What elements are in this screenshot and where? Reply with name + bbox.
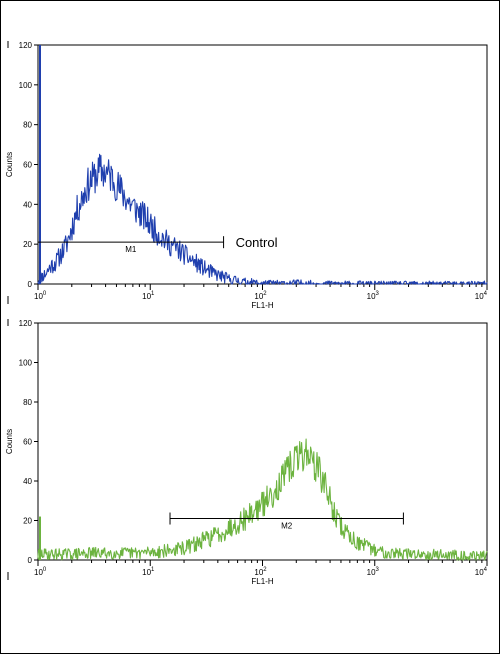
x-tick-label: 102 xyxy=(254,291,267,301)
x-tick-label: 102 xyxy=(254,567,267,577)
x-tick-label: 100 xyxy=(34,291,47,301)
x-tick-label: 104 xyxy=(475,567,488,577)
x-tick-exponent: 2 xyxy=(263,567,267,573)
gate-label: M2 xyxy=(281,522,293,531)
x-tick-label: 100 xyxy=(34,567,47,577)
y-tick-label: 0 xyxy=(28,556,33,565)
x-tick-base: 10 xyxy=(475,292,484,301)
y-tick-label: 40 xyxy=(23,200,32,209)
histogram-trace xyxy=(37,153,488,285)
x-tick-base: 10 xyxy=(34,568,43,577)
x-tick-exponent: 0 xyxy=(43,567,47,573)
x-tick-label: 103 xyxy=(367,567,380,577)
x-tick-label: 104 xyxy=(475,291,488,301)
gate-label: M1 xyxy=(125,245,137,254)
x-tick-exponent: 3 xyxy=(376,567,380,573)
x-axis-title: FL1-H xyxy=(251,577,273,586)
x-tick-base: 10 xyxy=(475,568,484,577)
x-tick-base: 10 xyxy=(254,292,263,301)
y-tick-label: 60 xyxy=(23,438,32,447)
y-tick-label: 100 xyxy=(19,359,33,368)
x-tick-exponent: 1 xyxy=(151,291,155,297)
x-tick-base: 10 xyxy=(142,568,151,577)
y-tick-label: 100 xyxy=(19,81,33,90)
y-tick-label: 40 xyxy=(23,477,32,486)
x-tick-label: 101 xyxy=(142,567,155,577)
x-tick-exponent: 4 xyxy=(484,291,488,297)
x-tick-exponent: 1 xyxy=(151,567,155,573)
x-tick-label: 103 xyxy=(367,291,380,301)
y-tick-label: 20 xyxy=(23,240,32,249)
x-tick-base: 10 xyxy=(142,292,151,301)
y-axis-title: Counts xyxy=(5,152,14,177)
x-tick-exponent: 2 xyxy=(263,291,267,297)
y-axis-title: Counts xyxy=(5,429,14,454)
x-tick-base: 10 xyxy=(254,568,263,577)
control-annotation: Control xyxy=(236,235,278,250)
plot-area-frame xyxy=(37,322,488,561)
x-axis-title: FL1-H xyxy=(251,301,273,310)
x-tick-base: 10 xyxy=(367,292,376,301)
x-tick-exponent: 4 xyxy=(484,567,488,573)
histogram-trace xyxy=(37,438,488,561)
x-tick-exponent: 3 xyxy=(376,291,380,297)
y-tick-label: 60 xyxy=(23,161,32,170)
y-tick-label: 0 xyxy=(28,280,33,289)
x-tick-base: 10 xyxy=(367,568,376,577)
x-tick-label: 101 xyxy=(142,291,155,301)
x-tick-exponent: 0 xyxy=(43,291,47,297)
y-tick-label: 120 xyxy=(19,319,33,328)
y-tick-label: 80 xyxy=(23,121,32,130)
y-tick-label: 120 xyxy=(19,41,33,50)
y-tick-label: 80 xyxy=(23,398,32,407)
x-tick-base: 10 xyxy=(34,292,43,301)
y-tick-label: 20 xyxy=(23,517,32,526)
